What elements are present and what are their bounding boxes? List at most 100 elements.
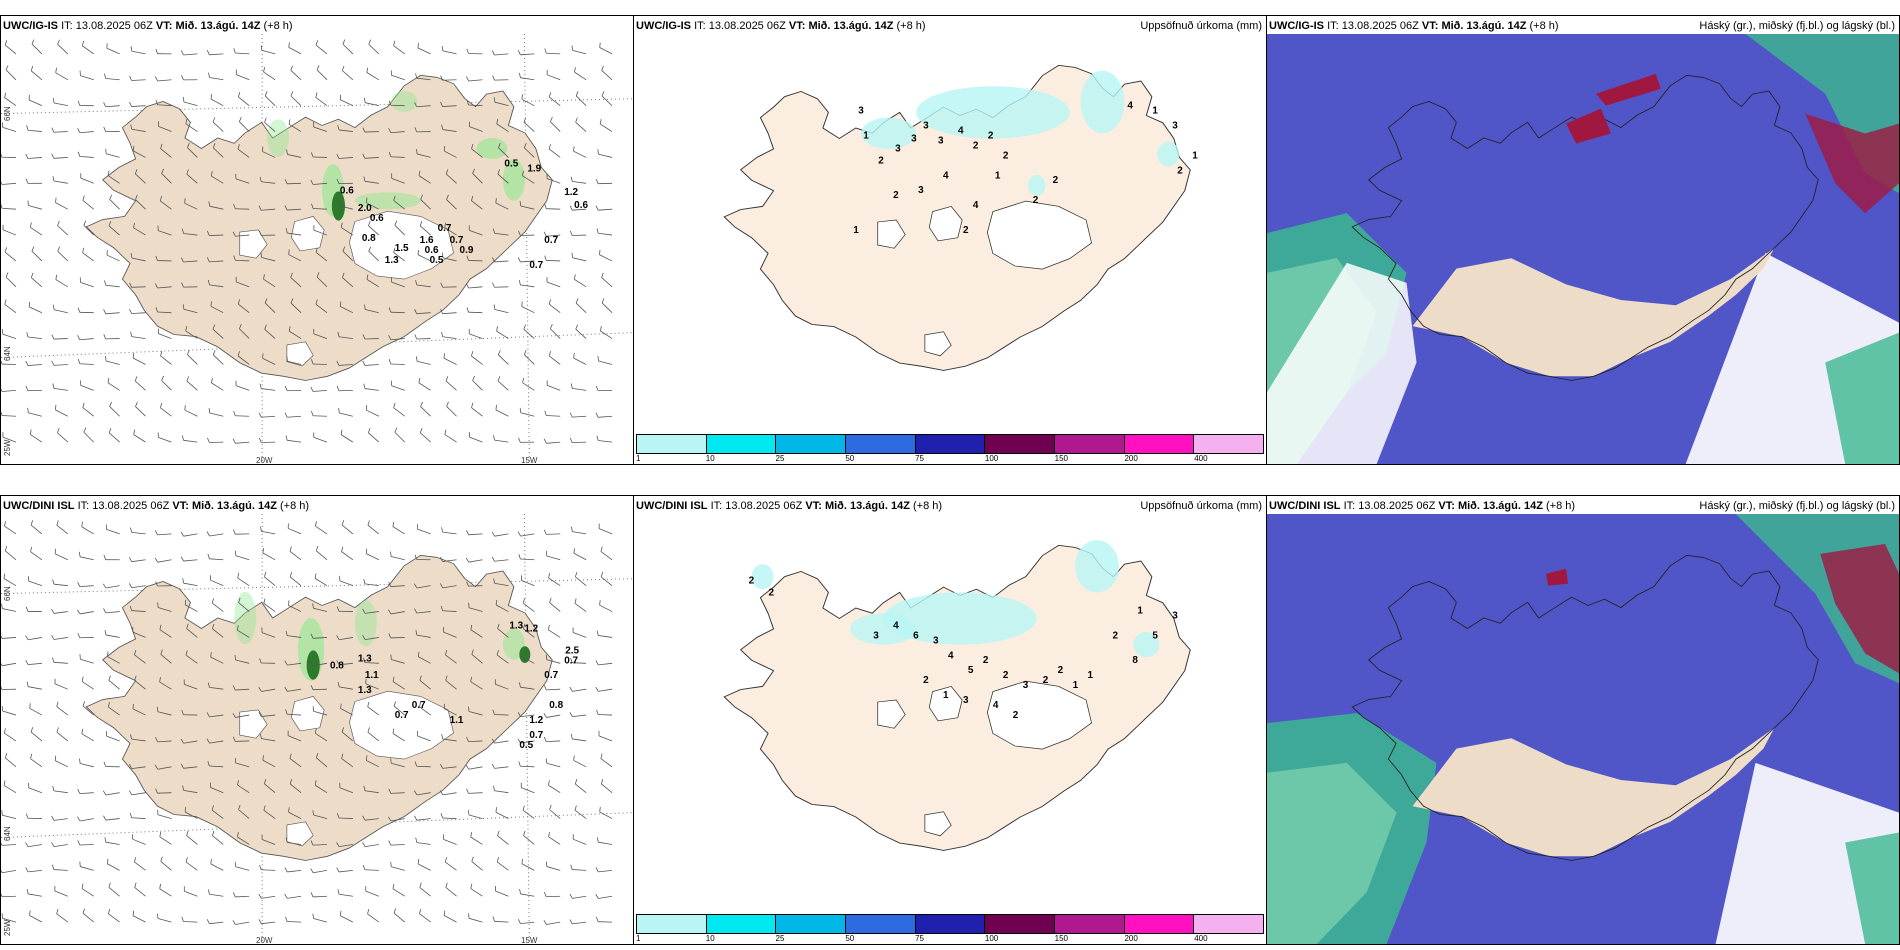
wind-barb-flag (388, 840, 392, 846)
wind-barb (472, 380, 483, 391)
wind-barb (598, 415, 613, 418)
wind-barb (599, 123, 613, 132)
wind-barb (28, 580, 43, 587)
wind-barb (416, 153, 431, 158)
wind-barb (443, 839, 457, 845)
wind-barb (134, 861, 146, 871)
wind-barb (367, 524, 380, 535)
wind-barb (211, 602, 224, 612)
wind-barb (444, 227, 457, 236)
wind-barb (131, 336, 146, 339)
wind-barb-flag (161, 168, 164, 174)
wind-barb (160, 148, 172, 158)
wind-barb-flag (362, 815, 366, 821)
wind-barb-flag (25, 813, 29, 819)
wind-barb (364, 157, 379, 159)
wind-barb (160, 654, 172, 664)
wind-barb (131, 610, 146, 612)
wind-barb-flag (290, 65, 293, 71)
wind-barb (496, 123, 509, 132)
wind-barb (183, 439, 198, 443)
wind-barb-flag (102, 790, 107, 796)
wind-barb (550, 121, 561, 132)
wind-barb (393, 705, 405, 716)
wind-barb-flag (233, 410, 236, 416)
wind-barb-flag (314, 573, 317, 579)
wind-barb (598, 635, 613, 638)
wind-barb (572, 415, 587, 418)
wind-barb-flag (286, 149, 288, 155)
wind-barb-flag (596, 228, 599, 234)
value-label: 0.5 (504, 158, 518, 169)
wind-barb (394, 224, 406, 236)
wind-barb-flag (575, 117, 578, 123)
wind-barb (418, 175, 431, 184)
value-label: 3 (938, 135, 944, 146)
wind-barb-flag (232, 438, 236, 444)
wind-barb (287, 232, 302, 236)
wind-barb (391, 385, 405, 391)
colorbar-tick-label: 25 (775, 934, 785, 943)
wind-barb (416, 585, 431, 589)
wind-barb (468, 104, 483, 107)
wind-barb-flag (82, 195, 85, 201)
wind-barb-flag (264, 324, 267, 330)
wind-barb (442, 312, 457, 315)
wind-barb (312, 637, 327, 639)
wind-barb-flag (55, 67, 57, 73)
wind-barb (27, 662, 42, 665)
wind-barb-flag (393, 40, 396, 46)
wind-barb-flag (31, 246, 35, 252)
wind-barb (494, 582, 509, 587)
wind-barb-flag (367, 908, 370, 914)
wind-barb-flag (362, 127, 366, 133)
wind-barb (340, 434, 354, 443)
wind-barb (546, 178, 561, 184)
wind-barb-flag (466, 48, 469, 54)
wind-barb-flag (52, 304, 55, 310)
wind-barb (391, 74, 405, 81)
wind-barb-flag (260, 252, 262, 258)
wind-barb-flag (128, 583, 133, 588)
wind-barb-flag (544, 203, 547, 209)
wind-barb-flag (471, 351, 474, 357)
wind-barb-flag (4, 299, 7, 305)
wind-barb-flag (315, 247, 318, 253)
wind-barb-flag (259, 733, 262, 739)
wind-barb (5, 550, 17, 561)
wind-barb (446, 406, 457, 417)
wind-barb (468, 286, 483, 289)
wind-barb (132, 838, 146, 845)
wind-barb-flag (1, 869, 3, 873)
value-label: 4 (943, 170, 949, 181)
wind-barb (108, 913, 120, 923)
wind-barb-flag (393, 908, 397, 914)
wind-barb-flag (518, 230, 521, 236)
wind-barb (1, 415, 16, 417)
wind-barb (417, 528, 431, 535)
wind-barb-flag (444, 429, 447, 435)
wind-barb (2, 333, 17, 339)
wind-barb-flag (288, 119, 291, 125)
wind-barb-flag (470, 883, 473, 889)
wind-barb-flag (574, 779, 578, 785)
wind-barb-flag (415, 73, 418, 79)
wind-barb (342, 250, 354, 262)
wind-barb (366, 553, 379, 561)
wind-barb (262, 759, 276, 768)
value-label: 0.7 (564, 655, 578, 666)
wind-barb (79, 792, 94, 794)
wind-barb-flag (310, 179, 314, 185)
wind-barb (212, 328, 224, 339)
lat-label-66: 66N (3, 106, 12, 121)
wind-barb (598, 841, 613, 845)
wind-barb (416, 842, 431, 845)
wind-barb (340, 915, 354, 923)
wind-barb-flag (77, 582, 81, 587)
wind-barb (468, 79, 483, 82)
wind-barb-flag (414, 309, 418, 314)
wind-barb-flag (25, 842, 29, 847)
wind-barb-flag (465, 764, 470, 770)
wind-barb-flag (286, 356, 288, 362)
wind-barb (235, 555, 250, 561)
